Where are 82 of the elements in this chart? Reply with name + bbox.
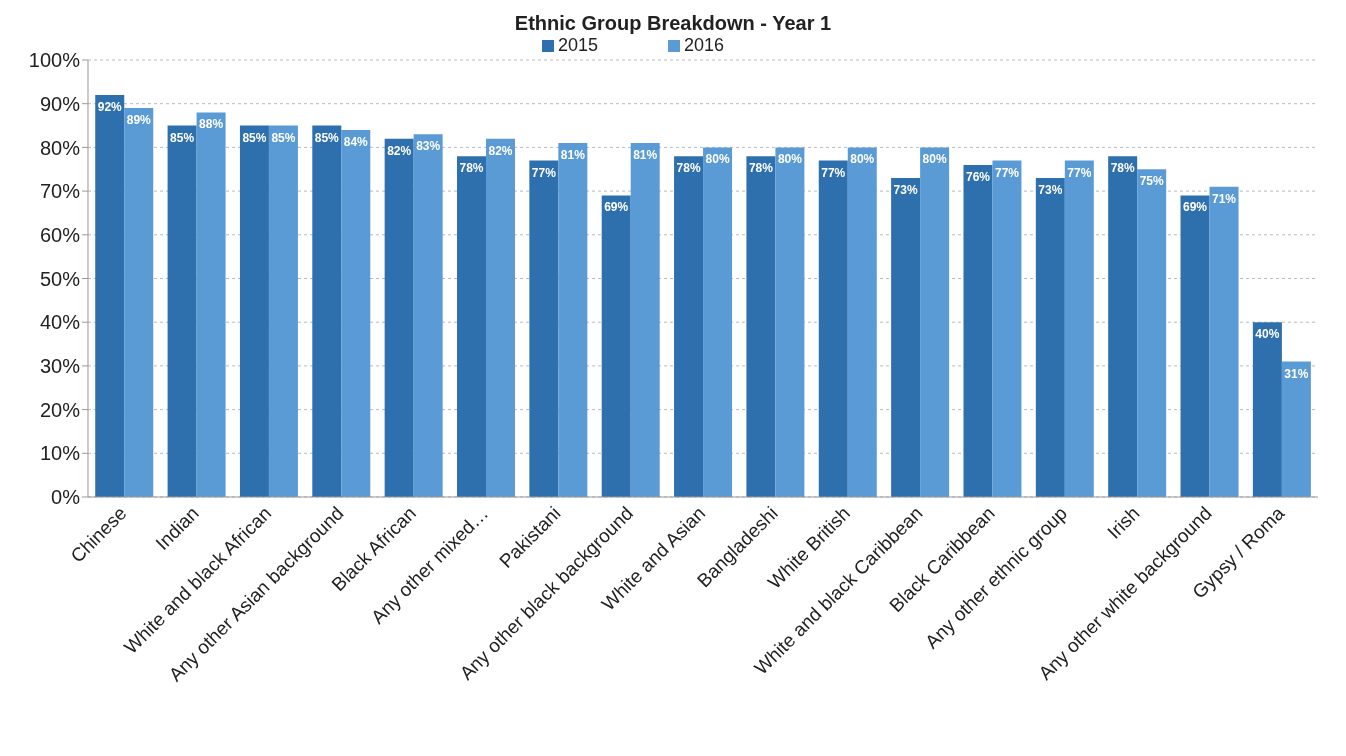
bar: [268, 125, 298, 497]
data-label: 78%: [459, 161, 484, 176]
y-tick-label: 100%: [28, 49, 81, 72]
bar: [1108, 156, 1138, 497]
bar: [891, 177, 921, 497]
data-label: 80%: [922, 152, 947, 167]
bar: [630, 143, 660, 497]
data-label: 31%: [1284, 366, 1309, 381]
bar: [239, 125, 269, 497]
bar: [341, 129, 371, 497]
bar: [1137, 169, 1167, 497]
data-label: 78%: [1110, 161, 1136, 176]
data-label: 89%: [126, 113, 152, 128]
chart-title: Ethnic Group Breakdown - Year 1: [513, 11, 833, 35]
bar: [775, 147, 805, 497]
bar: [196, 112, 226, 497]
data-label: 85%: [271, 130, 296, 145]
bar: [384, 138, 414, 497]
data-label: 75%: [1139, 174, 1165, 189]
y-tick-label: 50%: [39, 267, 81, 290]
data-label: 85%: [242, 130, 267, 145]
data-label: 78%: [748, 161, 774, 176]
bar: [1281, 361, 1311, 497]
data-label: 82%: [488, 143, 513, 158]
y-tick-label: 70%: [39, 180, 81, 203]
bar: [95, 94, 125, 497]
data-label: 92%: [97, 99, 123, 114]
bar: [963, 164, 993, 497]
bar: [124, 108, 154, 497]
data-label: 76%: [965, 169, 991, 184]
bar: [529, 160, 559, 497]
bar: [1209, 186, 1239, 497]
bar: [601, 195, 631, 497]
bar: [1180, 195, 1210, 497]
data-label: 81%: [633, 148, 658, 163]
bar: [818, 160, 848, 497]
bar: [1035, 177, 1065, 497]
data-label: 82%: [387, 143, 412, 158]
y-tick-label: 20%: [39, 398, 81, 421]
data-label: 84%: [343, 134, 369, 149]
bar: [1252, 322, 1282, 497]
y-tick-label: 90%: [39, 92, 81, 115]
data-label: 88%: [199, 117, 224, 132]
bar: [486, 138, 515, 497]
data-label: 77%: [821, 165, 846, 180]
data-label: 83%: [416, 139, 441, 154]
data-label: 69%: [1183, 200, 1208, 215]
data-label: 77%: [531, 165, 557, 180]
data-label: 80%: [777, 152, 803, 167]
bar: [674, 156, 704, 497]
bar: [312, 125, 342, 497]
data-label: 73%: [1038, 182, 1063, 197]
bar: [992, 160, 1022, 497]
bar: [167, 125, 197, 497]
y-tick-label: 60%: [39, 223, 81, 246]
y-tick-label: 80%: [39, 136, 81, 159]
data-label: 77%: [1067, 165, 1092, 180]
data-label: 85%: [170, 130, 195, 145]
data-label: 71%: [1212, 191, 1237, 206]
y-tick-label: 40%: [39, 311, 81, 334]
bar: [920, 147, 950, 497]
bar: [1064, 160, 1094, 497]
bar: [847, 147, 877, 497]
bar: [746, 156, 776, 497]
y-tick-label: 0%: [51, 486, 81, 509]
y-tick-label: 10%: [39, 442, 81, 465]
data-label: 69%: [604, 200, 629, 215]
y-tick-label: 30%: [39, 355, 81, 377]
bar: [703, 147, 733, 497]
bar: [558, 143, 588, 497]
data-label: 73%: [893, 182, 918, 197]
bar: [413, 134, 443, 497]
data-label: 80%: [850, 152, 875, 167]
legend-label: 2015: [557, 35, 598, 55]
data-label: 77%: [994, 165, 1020, 180]
data-label: 85%: [314, 130, 340, 145]
legend-label: 2016: [684, 35, 725, 55]
data-label: 78%: [676, 161, 701, 176]
data-label: 40%: [1255, 327, 1280, 342]
data-label: 80%: [705, 152, 730, 167]
data-label: 81%: [560, 148, 586, 163]
bar: [457, 156, 486, 497]
